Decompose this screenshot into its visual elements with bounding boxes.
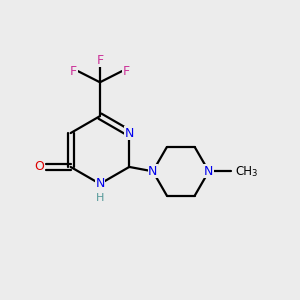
Text: N: N bbox=[124, 127, 134, 140]
Text: N: N bbox=[95, 177, 105, 190]
Text: CH: CH bbox=[235, 165, 252, 178]
Text: F: F bbox=[96, 54, 103, 67]
Text: 3: 3 bbox=[251, 169, 256, 178]
Text: O: O bbox=[34, 160, 44, 173]
Text: N: N bbox=[204, 165, 214, 178]
Text: F: F bbox=[123, 64, 130, 78]
Text: N: N bbox=[148, 165, 158, 178]
Text: H: H bbox=[96, 193, 104, 203]
Text: F: F bbox=[70, 64, 77, 78]
